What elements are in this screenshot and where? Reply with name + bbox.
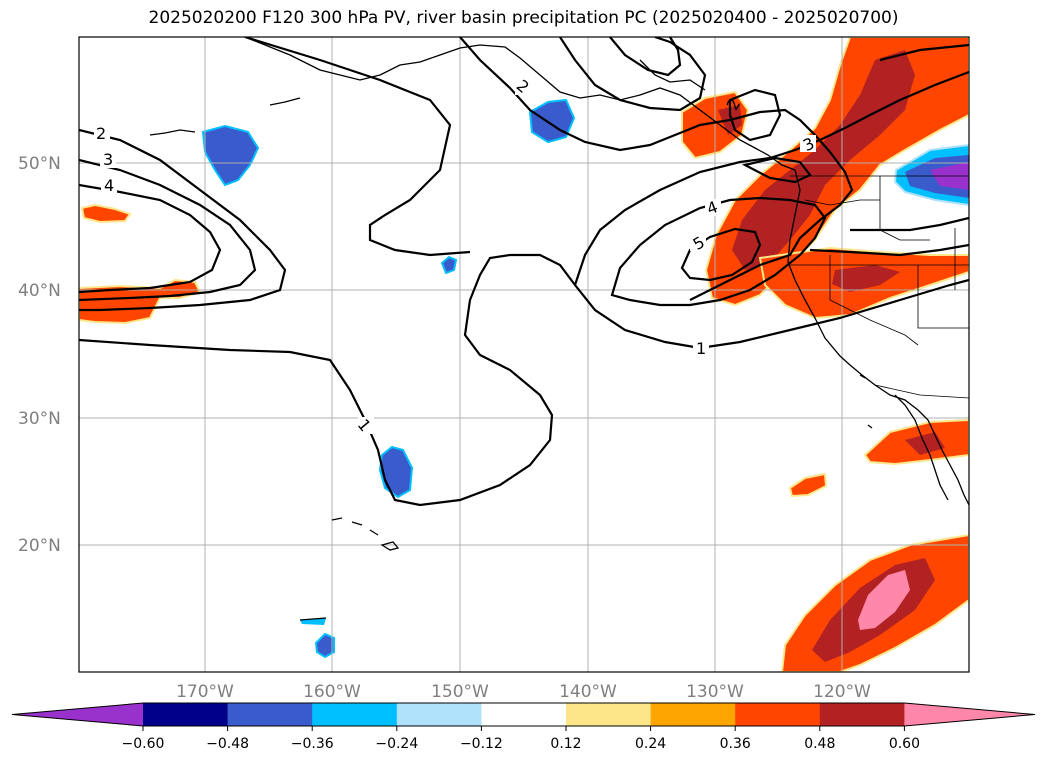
precip-strong-pacific-nw (732, 50, 915, 270)
precip-negative-small (440, 255, 458, 275)
contour-label-2-west: 2 (96, 124, 106, 143)
precip-negative-hawaii (314, 632, 335, 659)
colorbar: −0.60 −0.48 −0.36 −0.24 −0.12 0.12 0.24 0.36 0.4… (11, 702, 1036, 752)
lat-label-30n: 30°N (18, 409, 61, 429)
colorbar-segment (819, 703, 905, 726)
lon-label-170w: 170°W (176, 682, 234, 702)
colorbar-tick-label: −0.36 (291, 736, 334, 752)
precip-positive-west-small (80, 203, 132, 224)
colorbar-segment (312, 703, 398, 726)
colorbar-tick-label: −0.24 (375, 736, 418, 752)
colorbar-segment (396, 703, 482, 726)
colorbar-tick-label: −0.12 (460, 736, 503, 752)
precip-strong-california (832, 265, 900, 292)
colorbar-tick-label: 0.24 (635, 736, 666, 752)
colorbar-tick-label: 0.12 (550, 736, 581, 752)
lon-label-150w: 150°W (431, 682, 489, 702)
colorbar-extend-min (12, 703, 143, 726)
graticule (79, 37, 969, 672)
longitude-labels: 170°W 160°W 150°W 140°W 130°W 120°W (176, 682, 871, 702)
colorbar-segment (481, 703, 567, 726)
lat-label-20n: 20°N (18, 536, 61, 556)
political-borders (790, 175, 969, 399)
colorbar-extend-max (904, 703, 1035, 726)
colorbar-tick-label: −0.48 (206, 736, 249, 752)
contour-label-1-east: 1 (696, 339, 706, 358)
lon-label-160w: 160°W (303, 682, 361, 702)
lon-label-140w: 140°W (559, 682, 617, 702)
colorbar-tick-label: 0.36 (720, 736, 751, 752)
colorbar-segment (650, 703, 736, 726)
lon-label-130w: 130°W (686, 682, 744, 702)
colorbar-segment (227, 703, 313, 726)
colorbar-segment (566, 703, 652, 726)
precip-max-tropical (858, 570, 910, 630)
lat-label-40n: 40°N (18, 281, 61, 301)
colorbar-segment (143, 703, 229, 726)
map-frame (78, 36, 970, 673)
precip-negative-aleutian (201, 124, 260, 187)
lon-label-120w: 120°W (813, 682, 871, 702)
contour-label-3-west: 3 (103, 150, 113, 169)
pv-contour-labels: 2 3 4 2 5 4 3 2 1 1 (94, 76, 817, 435)
map-plot-area: 2 3 4 2 5 4 3 2 1 1 (79, 37, 969, 672)
colorbar-tick-label: 0.48 (804, 736, 835, 752)
colorbar-segment (735, 703, 821, 726)
colorbar-tick-label: −0.60 (122, 736, 165, 752)
lat-label-50n: 50°N (18, 154, 61, 174)
precip-positive-small-offshore (788, 472, 828, 498)
latitude-labels: 50°N 40°N 30°N 20°N (18, 154, 61, 556)
contour-label-4-west: 4 (104, 176, 114, 195)
map-title: 2025020200 F120 300 hPa PV, river basin … (148, 8, 899, 28)
colorbar-tick-label: 0.60 (889, 736, 920, 752)
